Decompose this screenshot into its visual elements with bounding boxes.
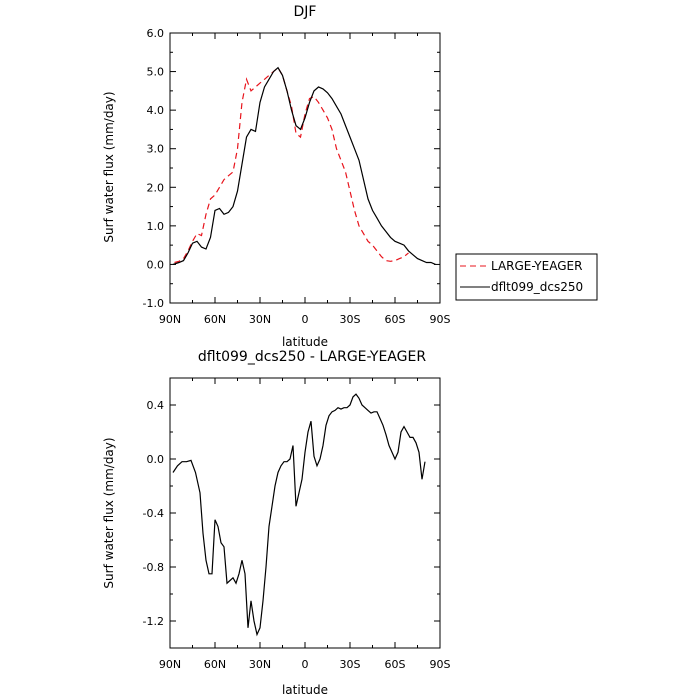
x-tick-label: 30N — [249, 658, 271, 671]
y-tick-label: 0.0 — [147, 453, 165, 466]
series-line-large-yeager — [174, 66, 409, 264]
legend-box — [455, 253, 598, 301]
x-tick-label: 60N — [204, 313, 226, 326]
y-tick-label: 2.0 — [147, 181, 165, 194]
y-tick-label: 5.0 — [147, 66, 165, 79]
y-tick-label: 0.0 — [147, 258, 165, 271]
x-tick-label: 30N — [249, 313, 271, 326]
y-tick-label: 4.0 — [147, 104, 165, 117]
y-tick-label: -0.8 — [143, 561, 164, 574]
x-axis-label: latitude — [282, 683, 328, 697]
series-line-dflt099-dcs250 — [172, 66, 436, 265]
djf-panel: DJF Surf water flux (mm/day) latitude -1… — [102, 4, 451, 349]
x-tick-label: 30S — [340, 658, 361, 671]
y-axis-label: Surf water flux (mm/day) — [102, 91, 116, 242]
y-tick-label: 0.4 — [147, 399, 165, 412]
series-line-difference — [172, 393, 426, 637]
x-tick-label: 60S — [385, 313, 406, 326]
difference-panel: dflt099_dcs250 - LARGE-YEAGER Surf water… — [102, 349, 451, 697]
legend-label-dflt099: dflt099_dcs250 — [491, 280, 583, 294]
plot-area-frame — [169, 32, 441, 304]
y-tick-label: 1.0 — [147, 220, 165, 233]
x-tick-label: 60S — [385, 658, 406, 671]
x-tick-label: 0 — [302, 658, 309, 671]
x-tick-label: 60N — [204, 658, 226, 671]
plot-area-frame — [169, 377, 441, 649]
line-series-group — [172, 66, 436, 265]
y-tick-label: 3.0 — [147, 143, 165, 156]
y-axis-label: Surf water flux (mm/day) — [102, 437, 116, 588]
y-tick-label: -1.0 — [143, 297, 164, 310]
legend-label-large-yeager: LARGE-YEAGER — [491, 259, 582, 273]
y-tick-label: -1.2 — [143, 615, 164, 628]
line-series-group — [172, 393, 426, 637]
chart-title: DJF — [294, 4, 317, 20]
x-tick-label: 90N — [159, 313, 181, 326]
x-tick-label: 90S — [430, 658, 451, 671]
x-tick-label: 0 — [302, 313, 309, 326]
y-axis-ticks: -1.0 0.0 1.0 2.0 3.0 4.0 5.0 6.0 — [143, 27, 440, 310]
y-axis-ticks: -1.2 -0.8 -0.4 0.0 0.4 — [143, 399, 440, 628]
chart-title: dflt099_dcs250 - LARGE-YEAGER — [198, 349, 426, 365]
y-tick-label: -0.4 — [143, 507, 164, 520]
x-tick-label: 90S — [430, 313, 451, 326]
x-axis-ticks: 90N 60N 30N 0 30S 60S 90S — [159, 378, 451, 671]
legend: LARGE-YEAGER dflt099_dcs250 — [455, 253, 598, 301]
y-tick-label: 6.0 — [147, 27, 165, 40]
x-axis-label: latitude — [282, 335, 328, 349]
x-tick-label: 30S — [340, 313, 361, 326]
x-tick-label: 90N — [159, 658, 181, 671]
x-axis-ticks: 90N 60N 30N 0 30S 60S 90S — [159, 33, 451, 326]
